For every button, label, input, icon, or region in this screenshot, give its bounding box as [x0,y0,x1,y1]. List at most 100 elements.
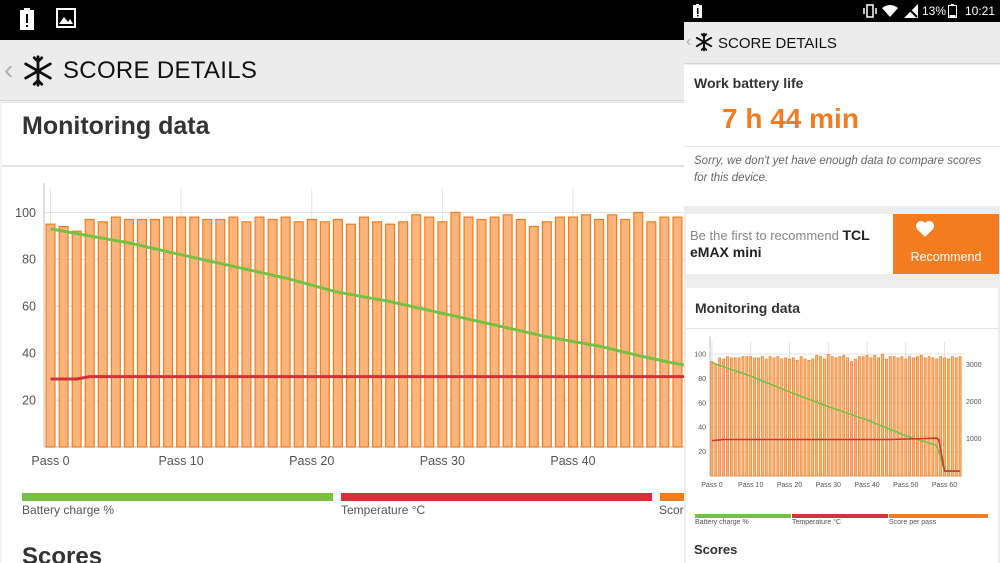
vibrate-icon [863,4,877,18]
divider [686,328,998,329]
divider [2,165,684,167]
score-bar [306,218,317,448]
score-bar [826,353,830,477]
score-bar [764,358,768,477]
y2-tick-label: 2000 [966,399,982,406]
y-tick-label: 100 [694,352,706,359]
score-bar [502,214,513,448]
tablet-app-bar: ‹ SCORE DETAILS [0,40,684,101]
score-bar [659,216,670,448]
legend-label-temperature: Temperature °C [792,519,842,526]
score-bar [633,211,644,448]
score-bar [163,216,174,448]
score-bar [620,218,631,448]
score-bar [830,356,834,477]
score-bar [607,214,618,448]
score-bar [791,357,795,477]
score-bar [567,216,579,448]
score-bar [646,221,657,448]
recommend-button[interactable]: Recommend [893,214,999,274]
score-bar [811,358,815,477]
monitoring-card: Monitoring data 100 80 60 40 20 Pass 0 Pass 10… [2,102,684,563]
score-bar [319,221,330,448]
score-bar [803,358,807,477]
score-bar [424,216,435,448]
score-bar [541,221,552,448]
legend-swatch-temperature [341,493,652,501]
score-bar [398,221,409,448]
x-tick-label: Pass 10 [738,482,763,489]
score-bar [189,216,200,448]
score-bar [729,357,733,477]
x-tick-label: Pass 0 [701,482,723,489]
image-icon [56,8,76,28]
score-bar [881,353,884,477]
score-bar [772,357,776,477]
phone-app-bar: ‹ SCORE DETAILS [684,22,1000,64]
back-chevron-icon[interactable]: ‹ [686,33,692,50]
score-bar [97,221,108,448]
score-bar [733,357,737,477]
x-tick-label: Pass 60 [932,482,957,489]
app-title: SCORE DETAILS [718,35,837,52]
monitoring-title: Monitoring data [22,112,210,140]
score-bar [726,356,729,477]
y-tick-label: 60 [698,400,706,407]
work-battery-value: 7 h 44 min [722,103,859,134]
temperature-line [711,437,961,472]
score-bar [943,357,946,477]
score-bar [136,218,148,448]
heart-icon [916,221,934,237]
x-tick-label: Pass 10 [159,454,204,468]
score-bar [807,359,811,477]
legend-swatch-battery [22,493,333,501]
score-bar [768,356,772,477]
score-bar [267,218,278,448]
battery-icon [948,4,957,18]
score-bar [110,216,121,448]
legend-label-score: Score per pass [889,519,937,526]
score-bar [931,357,935,477]
device-name: TCL eMAX mini [690,227,870,260]
score-bar [822,358,826,477]
back-chevron-icon[interactable]: ‹ [4,54,14,85]
x-tick-label: Pass 30 [420,454,465,468]
monitoring-chart: 100 80 60 40 20 Pass 0 Pass 10 Pass 20 Pass 30 Pa… [15,183,684,468]
clock: 10:21 [965,4,996,18]
battery-line [50,227,684,367]
score-bar [892,356,896,477]
score-bar [710,361,714,477]
score-bar [865,355,869,477]
snowflake-logo-icon [24,55,52,87]
score-bar [935,358,939,477]
score-bar [385,223,396,448]
score-bar [861,356,865,477]
score-bar [760,356,764,477]
score-bar [554,216,565,448]
score-bar [947,358,950,477]
score-bar [915,356,919,477]
score-bar [799,356,803,477]
wifi-icon [882,5,898,17]
score-bar [749,356,753,477]
score-bar [838,356,842,477]
y-tick-label: 80 [698,376,706,383]
phone-status-bar: 13% 10:21 [684,0,1000,22]
score-bar [241,221,252,448]
score-bar [450,211,461,448]
score-bar [84,218,95,448]
y-tick-label: 60 [22,300,36,314]
score-bar [149,218,161,448]
score-bar [788,358,791,477]
score-bar [672,216,683,448]
y-tick-label: 20 [22,393,36,407]
score-bar [877,357,881,477]
score-bar [780,358,784,477]
score-bar [884,358,888,477]
y-tick-label: 40 [698,425,706,432]
scores-heading: Scores [694,542,738,557]
y-tick-label: 80 [22,253,36,267]
score-bar [850,361,853,477]
score-bar [741,356,745,477]
